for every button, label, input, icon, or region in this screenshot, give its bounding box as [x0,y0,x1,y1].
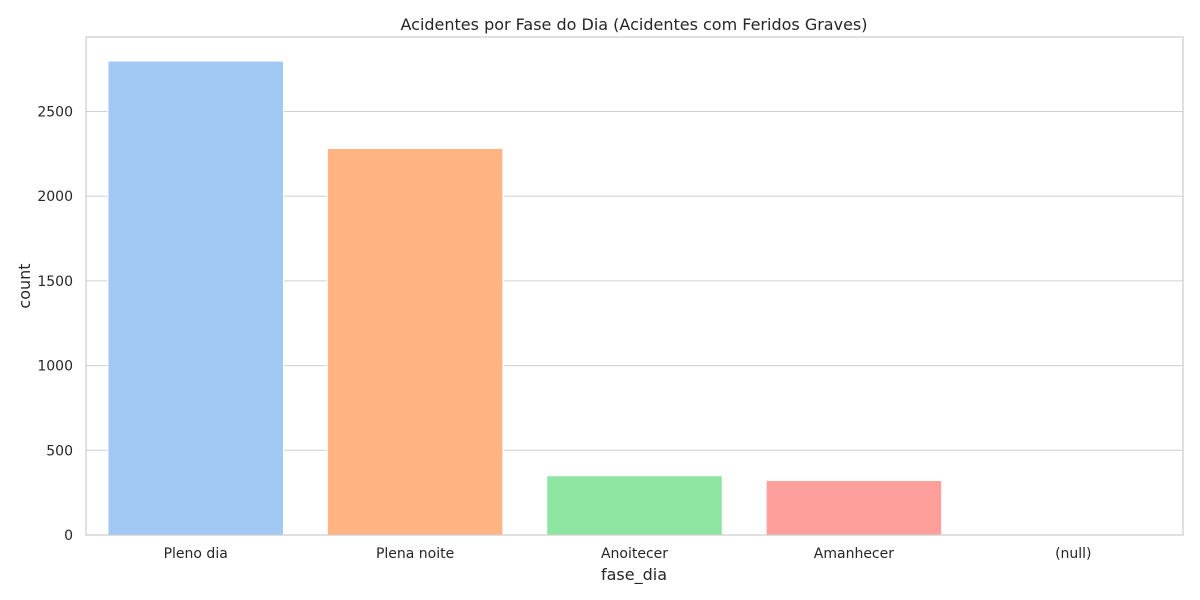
y-axis-label: count [15,263,34,308]
chart-title: Acidentes por Fase do Dia (Acidentes com… [400,15,867,34]
x-tick-label: Amanhecer [814,546,894,562]
y-tick-label: 1500 [37,274,73,290]
y-tick-label: 2500 [37,105,73,121]
bar-anoitecer [546,475,723,536]
bar-amanhecer [765,479,943,536]
y-tick-labels: 0 500 1000 1500 2000 2500 [37,105,73,544]
x-tick-label: Anoitecer [601,546,668,562]
y-tick-label: 1000 [37,359,73,375]
bar-pleno-dia [107,60,284,536]
bar-plena-noite [326,147,504,536]
x-tick-label: (null) [1055,546,1091,562]
bars [107,60,1162,536]
y-tick-label: 500 [46,443,73,459]
x-tick-label: Plena noite [376,546,454,562]
x-tick-labels: Pleno dia Plena noite Anoitecer Amanhecer (n… [164,546,1092,562]
x-axis-label: fase_dia [601,565,667,585]
plot-frame [85,36,1184,536]
y-tick-label: 2000 [37,189,73,205]
y-tick-label: 0 [64,528,73,544]
x-tick-label: Pleno dia [164,546,228,562]
